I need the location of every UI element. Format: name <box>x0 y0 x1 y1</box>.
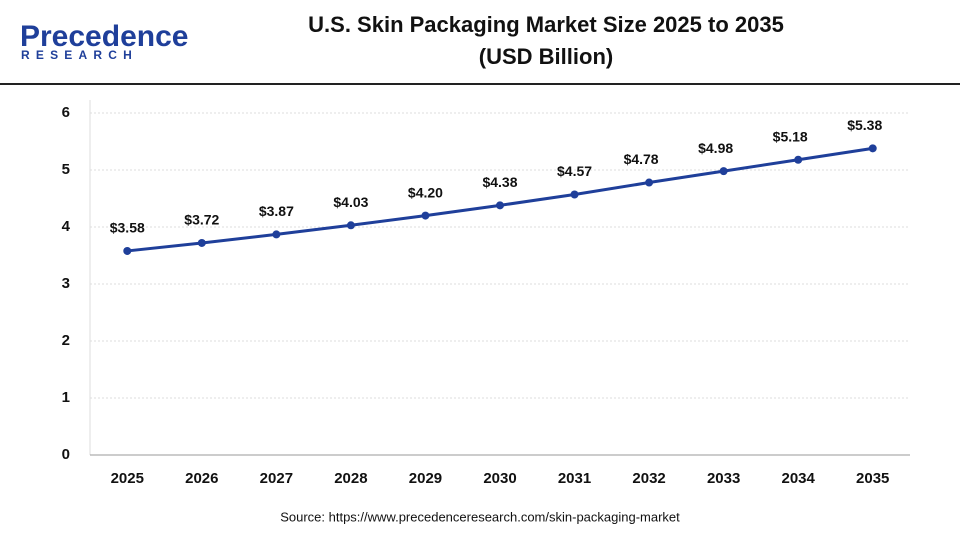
value-label: $3.87 <box>259 203 294 219</box>
point <box>645 178 654 187</box>
y-tick-label: 4 <box>62 218 71 235</box>
value-label: $4.78 <box>624 151 659 167</box>
x-tick-label: 2027 <box>260 470 293 487</box>
chart-title: U.S. Skin Packaging Market Size 2025 to … <box>308 12 784 37</box>
point <box>272 230 281 239</box>
value-label: $4.57 <box>557 163 592 179</box>
value-label: $3.58 <box>110 220 145 236</box>
x-tick-label: 2025 <box>111 470 144 487</box>
value-label: $4.38 <box>482 174 517 190</box>
value-label: $5.38 <box>847 117 882 133</box>
value-label: $4.20 <box>408 184 443 200</box>
chart-subtitle: (USD Billion) <box>479 44 613 69</box>
value-label: $3.72 <box>184 212 219 228</box>
source: Source: https://www.precedenceresearch.c… <box>280 509 680 524</box>
logo-name: Precedence <box>20 20 188 53</box>
y-tick-label: 6 <box>62 104 70 121</box>
point <box>197 238 206 247</box>
point <box>794 155 803 164</box>
logo-tagline: RESEARCH <box>21 48 138 62</box>
x-tick-label: 2028 <box>334 470 367 487</box>
y-tick-label: 3 <box>62 275 70 292</box>
point <box>496 201 504 210</box>
point <box>421 211 430 220</box>
y-tick-label: 5 <box>62 161 70 178</box>
value-label: $4.98 <box>698 140 733 156</box>
y-tick-label: 0 <box>62 446 70 463</box>
point <box>346 221 355 230</box>
x-tick-label: 2029 <box>409 470 442 487</box>
x-tick-label: 2026 <box>185 470 218 487</box>
value-label: $4.03 <box>333 194 368 210</box>
x-tick-label: 2032 <box>632 470 665 487</box>
point <box>123 246 132 255</box>
y-tick-label: 2 <box>62 332 70 349</box>
x-tick-label: 2031 <box>558 470 591 487</box>
x-tick-label: 2034 <box>781 470 815 487</box>
x-tick-label: 2033 <box>707 470 740 487</box>
point <box>570 190 579 199</box>
value-label: $5.18 <box>773 128 808 144</box>
y-tick-label: 1 <box>62 389 70 406</box>
x-tick-label: 2030 <box>483 470 516 487</box>
x-tick-label: 2035 <box>856 470 889 487</box>
point <box>719 167 728 176</box>
point <box>868 144 877 153</box>
